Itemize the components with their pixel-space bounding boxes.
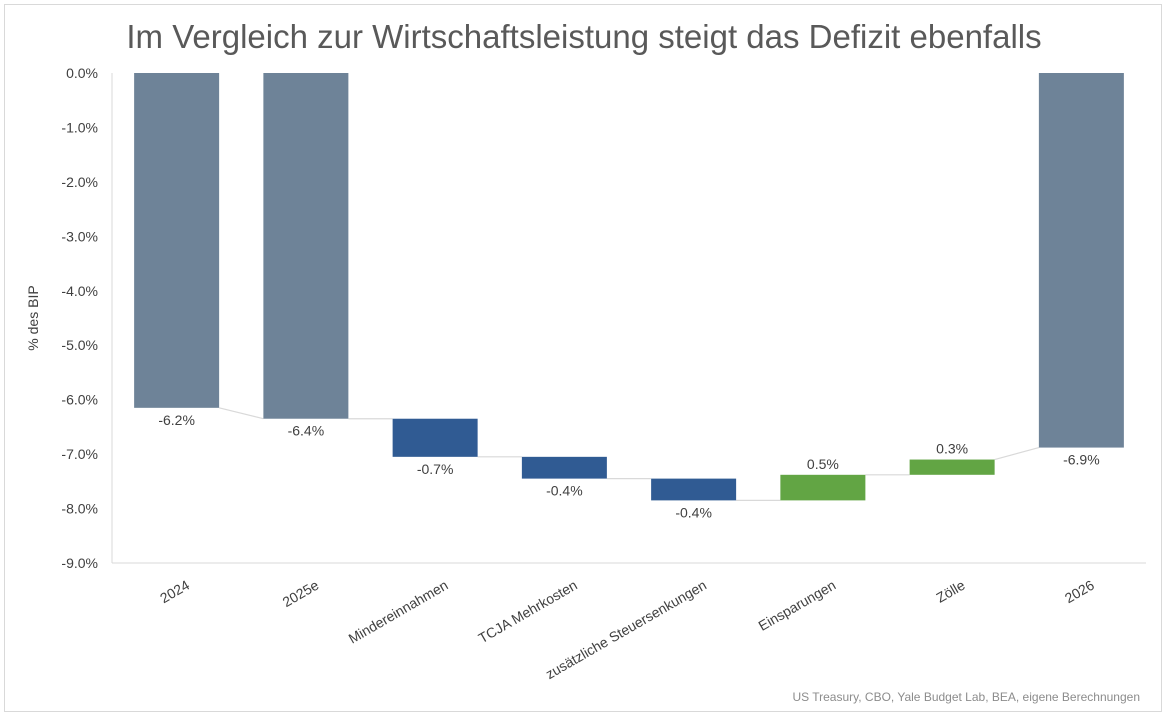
- data-label: -0.4%: [675, 504, 712, 520]
- data-label: -6.2%: [158, 412, 195, 428]
- bar: [521, 456, 607, 479]
- data-label: -6.4%: [288, 423, 325, 439]
- x-tick-label: Einsparungen: [756, 577, 839, 634]
- bar: [780, 474, 866, 501]
- y-tick-label: -4.0%: [61, 283, 98, 299]
- data-label: -6.9%: [1063, 452, 1100, 468]
- data-label: 0.3%: [936, 441, 968, 457]
- y-tick-label: -5.0%: [61, 337, 98, 353]
- connector-line: [994, 446, 1040, 461]
- x-tick-label: Mindereinnahmen: [346, 577, 451, 647]
- y-tick-label: -7.0%: [61, 446, 98, 462]
- x-tick-label: Zölle: [933, 577, 967, 606]
- y-tick-label: -1.0%: [61, 119, 98, 135]
- x-tick-label: 2026: [1062, 577, 1097, 607]
- y-tick-label: -9.0%: [61, 555, 98, 571]
- bar: [134, 73, 220, 408]
- chart-title: Im Vergleich zur Wirtschaftsleistung ste…: [126, 18, 1042, 55]
- y-tick-label: -6.0%: [61, 392, 98, 408]
- source-note: US Treasury, CBO, Yale Budget Lab, BEA, …: [792, 690, 1140, 704]
- bar: [263, 73, 349, 419]
- x-tick-label: TCJA Mehrkosten: [476, 577, 580, 646]
- bar: [651, 478, 737, 501]
- x-tick-label: 2025e: [280, 577, 322, 610]
- y-tick-label: 0.0%: [66, 65, 98, 81]
- connector-line: [218, 407, 264, 420]
- bar: [1038, 73, 1124, 448]
- y-tick-label: -8.0%: [61, 501, 98, 517]
- data-label: -0.7%: [417, 461, 454, 477]
- data-label: 0.5%: [807, 456, 839, 472]
- bar: [909, 459, 995, 475]
- bar: [392, 418, 478, 457]
- data-label: -0.4%: [546, 483, 583, 499]
- y-axis-label: % des BIP: [25, 285, 41, 350]
- y-tick-label: -3.0%: [61, 228, 98, 244]
- x-tick-label: 2024: [157, 577, 192, 607]
- y-tick-label: -2.0%: [61, 174, 98, 190]
